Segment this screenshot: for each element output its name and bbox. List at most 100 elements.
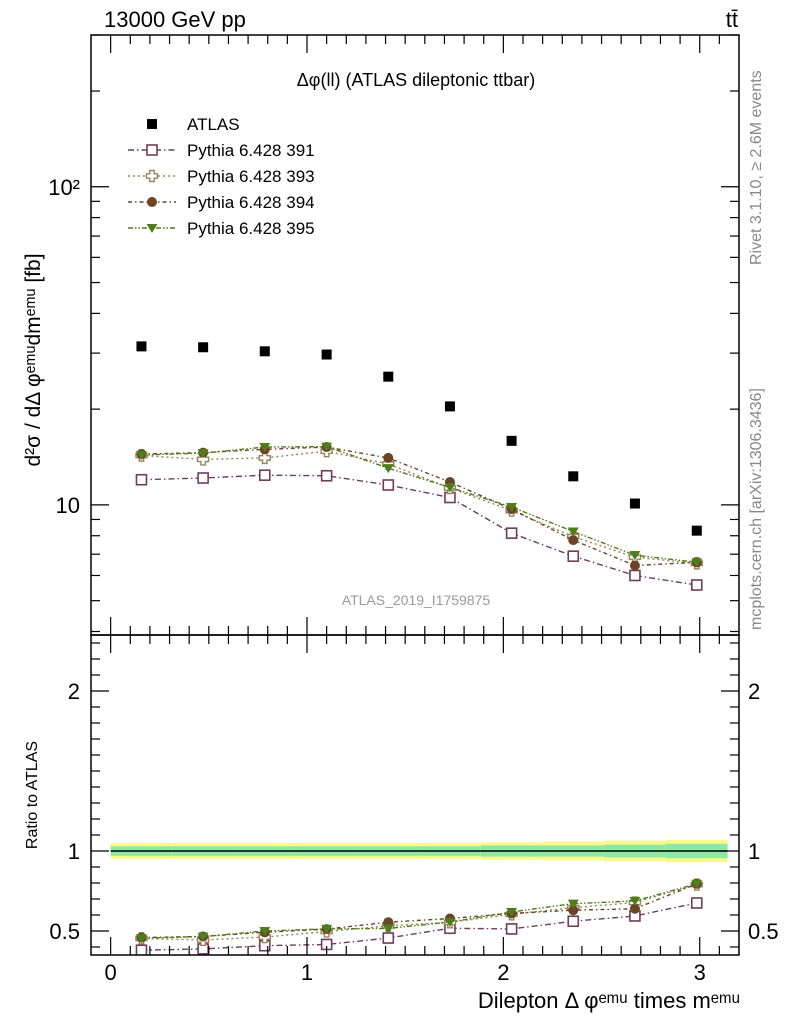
ratio-point-0-0 — [135, 944, 148, 955]
data-point-0-2 — [259, 346, 270, 357]
legend-label-0: ATLAS — [187, 115, 240, 134]
data-point-0-9 — [691, 525, 702, 536]
data-point-1-1 — [197, 472, 209, 484]
series-line-3 — [141, 446, 697, 567]
process-label: tt̄ — [726, 7, 738, 32]
ratio-y-tick-label: 1 — [68, 839, 80, 864]
ratio-y-tick-label: 0.5 — [49, 919, 80, 944]
ratio-point-3-8 — [629, 896, 641, 906]
data-point-4-7 — [567, 527, 579, 537]
legend-marker-3 — [147, 197, 157, 207]
ratio-line-0 — [141, 902, 697, 951]
series-line-1 — [141, 474, 697, 586]
data-point-1-9 — [690, 579, 703, 591]
data-point-4-9 — [691, 558, 703, 568]
ratio-line-3 — [141, 883, 697, 939]
data-point-2-1 — [196, 453, 210, 466]
data-point-1-2 — [258, 469, 271, 481]
data-point-0-8 — [629, 498, 640, 509]
ratio-point-0-4 — [382, 932, 395, 944]
legend-label-3: Pythia 6.428 394 — [187, 193, 315, 212]
data-point-0-1 — [198, 342, 209, 353]
data-point-3-7 — [568, 535, 579, 546]
legend-label-2: Pythia 6.428 393 — [187, 167, 315, 186]
ratio-point-3-7 — [567, 899, 579, 909]
data-point-1-7 — [567, 550, 580, 562]
x-tick-label: 2 — [497, 960, 509, 985]
x-tick-label: 1 — [301, 960, 313, 985]
data-point-4-2 — [259, 443, 271, 453]
data-point-1-0 — [135, 473, 148, 486]
legend-label-4: Pythia 6.428 395 — [187, 219, 315, 238]
data-point-4-3 — [321, 442, 333, 452]
data-point-1-4 — [382, 479, 395, 491]
data-point-4-4 — [382, 464, 394, 474]
ratio-point-3-0 — [135, 934, 147, 944]
ratio-point-3-5 — [444, 918, 456, 928]
rivet-label: Rivet 3.1.10, ≥ 2.6M events — [748, 70, 765, 265]
ratio-line-2 — [141, 883, 698, 939]
ratio-panel-marks — [135, 878, 703, 955]
ratio-point-3-3 — [321, 924, 333, 934]
mcplots-label: mcplots.cern.ch [arXiv:1306.3436] — [748, 388, 765, 630]
ratio-y-tick-label-right: 0.5 — [748, 919, 779, 944]
ratio-y-tick-label-right: 1 — [748, 839, 760, 864]
data-point-4-0 — [135, 451, 147, 461]
data-point-3-8 — [629, 560, 640, 571]
main-panel-marks — [135, 341, 703, 591]
data-point-4-8 — [629, 551, 641, 561]
ratio-point-0-6 — [505, 923, 518, 935]
ratio-point-3-1 — [197, 932, 209, 942]
data-point-0-3 — [321, 349, 332, 360]
ratio-line-1 — [141, 883, 697, 941]
ratio-y-tick-label: 2 — [68, 679, 80, 704]
ratio-point-3-4 — [382, 924, 394, 934]
energy-label: 13000 GeV pp — [104, 7, 246, 32]
data-point-0-0 — [136, 341, 147, 352]
data-point-4-1 — [197, 449, 209, 459]
ratio-point-0-7 — [567, 915, 580, 928]
legend: ATLAS Pythia 6.428 391 Pythia 6.428 393 Pyt… — [128, 115, 315, 238]
ratio-point-2-8 — [629, 903, 640, 914]
ratio-uncertainty-band — [110, 839, 728, 863]
data-point-2-2 — [258, 451, 271, 465]
y-axis-label: d²σ / dΔ φᵉᵐᵘdmᵉᵐᵘ [fb] — [22, 253, 45, 466]
ratio-panel-ticks: 0.5 0.5 1 1 2 2 0 1 2 3 — [49, 635, 779, 985]
y-tick-label: 10² — [48, 175, 80, 200]
ratio-point-2-7 — [568, 905, 579, 916]
legend-marker-4 — [146, 224, 158, 233]
legend-marker-1 — [146, 144, 158, 156]
ratio-panel-frame — [90, 634, 740, 956]
legend-marker-2 — [145, 169, 159, 183]
ratio-y-axis-label: Ratio to ATLAS — [24, 741, 41, 849]
data-point-4-6 — [506, 502, 518, 512]
data-point-0-5 — [444, 401, 455, 412]
legend-marker-0 — [147, 119, 157, 129]
data-point-4-5 — [444, 483, 456, 493]
y-tick-label: 10 — [56, 493, 80, 518]
ratio-point-3-9 — [691, 879, 703, 889]
x-tick-label: 0 — [105, 960, 117, 985]
data-point-1-6 — [505, 527, 518, 539]
x-axis-label: Dilepton Δ φᵉᵐᵘ times mᵉᵐᵘ — [478, 988, 740, 1013]
series-line-2 — [141, 450, 697, 565]
series-line-4 — [141, 445, 697, 564]
ratio-y-tick-label-right: 2 — [748, 679, 760, 704]
data-point-1-3 — [320, 469, 333, 482]
ratio-point-0-9 — [690, 897, 703, 909]
data-point-1-8 — [629, 569, 641, 582]
data-point-0-7 — [568, 471, 579, 482]
legend-label-1: Pythia 6.428 391 — [187, 141, 315, 160]
ratio-point-3-2 — [259, 927, 271, 936]
data-point-0-4 — [383, 371, 394, 382]
chart-title: Δφ(ll) (ATLAS dileptonic ttbar) — [297, 70, 535, 90]
main-panel: 10 10² Δφ(ll) (ATLAS dileptonic ttbar) AT… — [22, 34, 740, 636]
analysis-id: ATLAS_2019_I1759875 — [342, 592, 491, 608]
data-point-3-4 — [383, 452, 394, 463]
data-point-0-6 — [506, 435, 517, 446]
main-panel-ticks: 10 10² — [48, 34, 739, 635]
ratio-point-3-6 — [506, 907, 518, 917]
x-tick-label: 3 — [694, 960, 706, 985]
ratio-panel: 0.5 0.5 1 1 2 2 0 1 2 3 Ratio to ATLAS Dilepton Δ… — [24, 634, 779, 1013]
